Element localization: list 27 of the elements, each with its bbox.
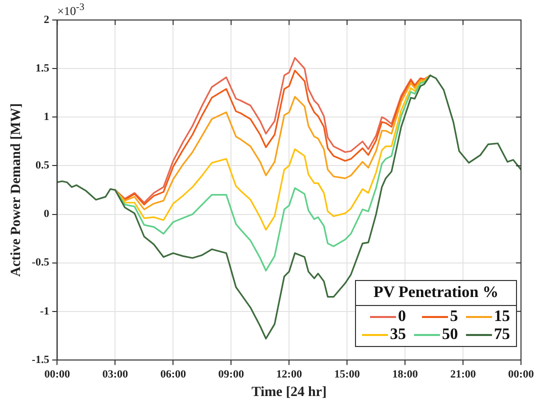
y-tick-label: 0.5 (35, 160, 50, 172)
x-tick-label: 03:00 (102, 368, 129, 380)
legend-label: 15 (494, 308, 510, 326)
y-tick-label: -1.5 (32, 354, 50, 366)
x-tick-label: 15:00 (334, 368, 360, 380)
y-tick-label: 2 (44, 14, 50, 26)
legend-label: 75 (494, 326, 510, 344)
legend-label: 35 (390, 326, 406, 344)
x-tick-label: 09:00 (218, 368, 244, 380)
x-tick-label: 18:00 (392, 368, 418, 380)
x-tick-label: 00:00 (44, 368, 71, 380)
y-axis-title: Active Power Demand [MW] (9, 103, 24, 277)
legend-title: PV Penetration % (356, 281, 516, 306)
text: ×10$^{-3}$ (57, 2, 84, 19)
y-tick-label: 0 (44, 208, 50, 220)
y-tick-label: 1.5 (35, 62, 50, 74)
legend-label: 50 (442, 326, 458, 344)
x-tick-label: 12:00 (276, 368, 302, 380)
y-tick-label: -1 (40, 305, 50, 318)
x-tick-label: 00:00 (508, 368, 534, 380)
legend-label: 5 (450, 308, 458, 326)
legend-label: 0 (398, 308, 406, 326)
x-tick-label: 21:00 (450, 368, 476, 380)
y-tick-label: -0.5 (32, 256, 50, 269)
y-tick-label: 1 (44, 110, 50, 123)
x-axis-title: Time [24 hr] (252, 385, 327, 400)
x-tick-label: 06:00 (160, 368, 186, 380)
